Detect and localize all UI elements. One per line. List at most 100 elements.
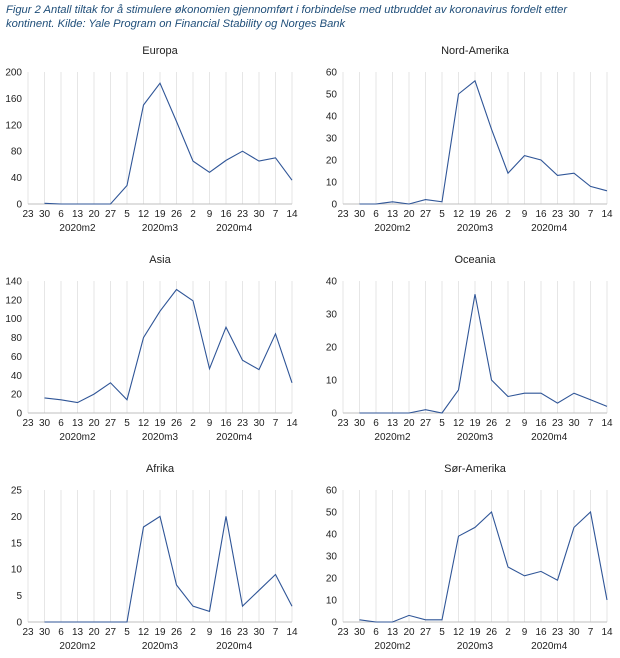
y-tick-label: 40 (326, 112, 338, 123)
y-tick-label: 80 (11, 333, 23, 344)
x-tick-label: 23 (552, 418, 564, 429)
y-tick-label: 10 (11, 565, 23, 576)
x-tick-label: 2 (190, 209, 196, 220)
chart-0: Europa 0 40 80 120 160 200 23 30 6 13 20 27 5 12 19 26 2 9… (5, 45, 298, 234)
x-tick-label: 30 (39, 418, 51, 429)
series-line (44, 288, 293, 404)
x-tick-label: 23 (22, 209, 34, 220)
x-tick-label: 27 (105, 418, 117, 429)
x-tick-label: 27 (420, 627, 432, 638)
x-group-label: 2020m2 (59, 223, 96, 234)
x-tick-label: 26 (171, 209, 183, 220)
x-tick-label: 20 (88, 627, 100, 638)
x-tick-label: 16 (220, 418, 232, 429)
x-tick-label: 30 (354, 627, 366, 638)
x-tick-label: 20 (403, 418, 415, 429)
y-tick-label: 0 (331, 200, 337, 211)
y-tick-label: 40 (326, 277, 338, 288)
x-tick-label: 13 (72, 627, 84, 638)
x-group-label: 2020m4 (531, 641, 568, 652)
x-tick-label: 30 (253, 627, 265, 638)
x-tick-label: 19 (154, 209, 166, 220)
y-tick-label: 20 (326, 574, 338, 585)
x-tick-label: 7 (273, 627, 279, 638)
x-tick-label: 23 (237, 627, 249, 638)
chart-title: Europa (142, 45, 178, 57)
x-tick-label: 23 (552, 627, 564, 638)
x-tick-label: 30 (253, 209, 265, 220)
x-tick-label: 9 (522, 627, 528, 638)
x-group-label: 2020m3 (142, 641, 179, 652)
y-tick-label: 140 (5, 277, 22, 288)
y-tick-label: 60 (11, 352, 23, 363)
x-tick-label: 6 (373, 627, 379, 638)
x-tick-label: 12 (138, 209, 150, 220)
x-tick-label: 16 (220, 627, 232, 638)
x-group-label: 2020m4 (531, 432, 568, 443)
x-tick-label: 30 (568, 627, 580, 638)
x-tick-label: 12 (453, 418, 465, 429)
series-line (44, 82, 293, 205)
x-tick-label: 5 (439, 627, 445, 638)
y-tick-label: 20 (326, 156, 338, 167)
x-tick-label: 6 (373, 418, 379, 429)
x-group-label: 2020m2 (59, 641, 96, 652)
x-tick-label: 23 (337, 418, 349, 429)
y-tick-label: 0 (331, 618, 337, 629)
x-tick-label: 14 (286, 209, 298, 220)
x-tick-label: 30 (39, 627, 51, 638)
x-tick-label: 6 (58, 627, 64, 638)
x-tick-label: 7 (588, 418, 594, 429)
y-tick-label: 40 (326, 530, 338, 541)
x-tick-label: 19 (469, 418, 481, 429)
x-tick-label: 30 (39, 209, 51, 220)
x-tick-label: 27 (105, 627, 117, 638)
x-tick-label: 19 (154, 418, 166, 429)
x-tick-label: 16 (535, 418, 547, 429)
x-tick-label: 30 (354, 209, 366, 220)
x-tick-label: 26 (171, 418, 183, 429)
y-tick-label: 20 (11, 512, 23, 523)
x-tick-label: 23 (22, 627, 34, 638)
x-tick-label: 12 (138, 627, 150, 638)
y-tick-label: 15 (11, 538, 23, 549)
x-group-label: 2020m4 (531, 223, 568, 234)
x-tick-label: 13 (72, 418, 84, 429)
x-tick-label: 2 (505, 209, 511, 220)
x-tick-label: 2 (190, 418, 196, 429)
x-tick-label: 9 (522, 209, 528, 220)
x-tick-label: 7 (273, 209, 279, 220)
x-tick-label: 23 (237, 418, 249, 429)
y-tick-label: 100 (5, 314, 22, 325)
series-line (44, 515, 293, 623)
x-group-label: 2020m4 (216, 223, 253, 234)
y-tick-label: 5 (16, 591, 22, 602)
chart-title: Sør-Amerika (444, 463, 507, 475)
chart-title: Nord-Amerika (441, 45, 510, 57)
x-tick-label: 6 (58, 418, 64, 429)
x-tick-label: 20 (88, 418, 100, 429)
series-line (359, 79, 608, 205)
x-tick-label: 14 (601, 627, 613, 638)
x-tick-label: 27 (420, 209, 432, 220)
x-tick-label: 13 (387, 418, 399, 429)
y-tick-label: 80 (11, 147, 23, 158)
x-tick-label: 20 (403, 209, 415, 220)
x-group-label: 2020m4 (216, 641, 253, 652)
y-tick-label: 0 (331, 409, 337, 420)
x-tick-label: 2 (190, 627, 196, 638)
chart-title: Asia (149, 254, 171, 266)
x-tick-label: 6 (58, 209, 64, 220)
x-tick-label: 13 (387, 627, 399, 638)
x-tick-label: 14 (286, 418, 298, 429)
x-group-label: 2020m2 (374, 432, 411, 443)
x-group-label: 2020m3 (457, 432, 494, 443)
x-tick-label: 5 (124, 209, 130, 220)
x-tick-label: 12 (453, 209, 465, 220)
chart-4: Afrika 0 5 10 15 20 25 23 30 6 13 20 27 5 12 19 26 2 9 16 23… (11, 463, 298, 652)
x-tick-label: 2 (505, 627, 511, 638)
y-tick-label: 50 (326, 90, 338, 101)
y-tick-label: 20 (11, 390, 23, 401)
